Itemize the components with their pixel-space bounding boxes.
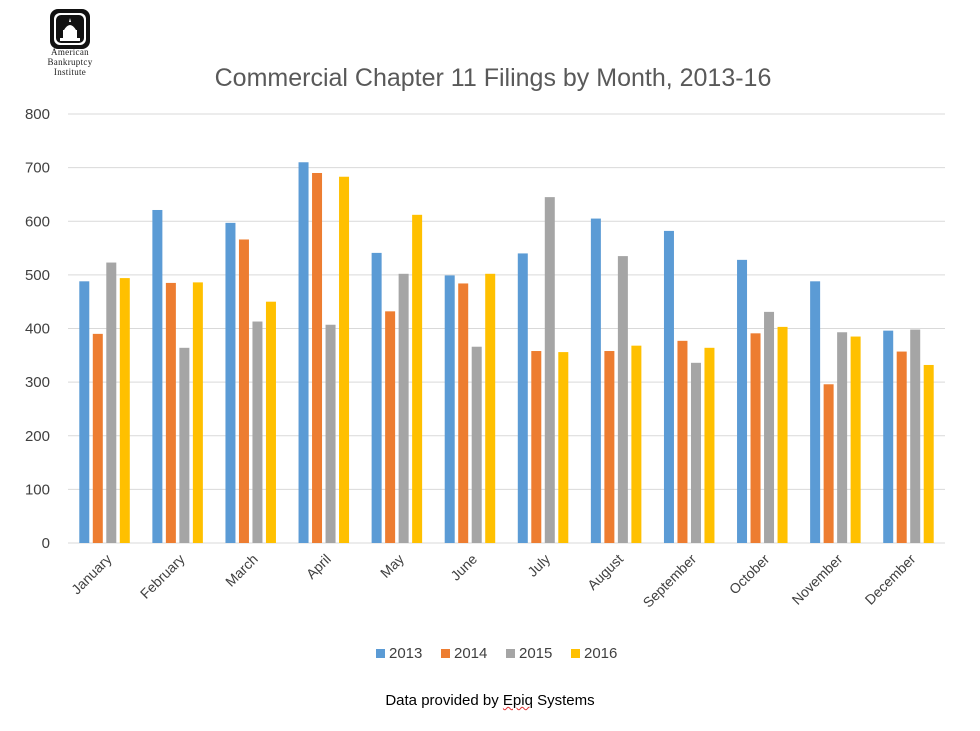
logo-text-line-2: Bankruptcy bbox=[47, 57, 93, 67]
bar-march-2016 bbox=[265, 301, 276, 543]
bar-october-2016 bbox=[777, 326, 788, 543]
legend-label-2016: 2016 bbox=[584, 645, 617, 662]
x-tick-label-june: June bbox=[447, 551, 480, 584]
x-tick-label-february: February bbox=[137, 551, 188, 602]
y-tick-label-100: 100 bbox=[25, 481, 50, 498]
bar-february-2013 bbox=[152, 209, 163, 543]
grid-layer: 0 100 200 300 400 500 600 700 800 bbox=[25, 106, 945, 552]
bars-layer bbox=[79, 162, 934, 544]
bar-august-2015 bbox=[617, 256, 628, 543]
legend-swatch-2013 bbox=[376, 649, 385, 658]
bar-february-2016 bbox=[192, 282, 203, 543]
bar-january-2014 bbox=[92, 333, 103, 543]
bar-october-2015 bbox=[764, 311, 775, 543]
bar-june-2015 bbox=[471, 346, 482, 543]
y-tick-label-500: 500 bbox=[25, 267, 50, 284]
bar-february-2014 bbox=[165, 282, 176, 543]
bar-december-2016 bbox=[923, 364, 934, 543]
bar-november-2013 bbox=[810, 281, 821, 543]
y-tick-label-700: 700 bbox=[25, 160, 50, 177]
bar-march-2015 bbox=[252, 321, 263, 543]
bar-september-2013 bbox=[663, 230, 674, 543]
chart-title: Commercial Chapter 11 Filings by Month, … bbox=[215, 64, 772, 92]
bar-july-2016 bbox=[558, 352, 569, 543]
x-tick-label-april: April bbox=[303, 551, 334, 582]
bar-october-2014 bbox=[750, 333, 761, 543]
y-tick-label-200: 200 bbox=[25, 428, 50, 445]
bar-september-2016 bbox=[704, 347, 715, 543]
bar-december-2015 bbox=[910, 329, 921, 543]
bar-august-2014 bbox=[604, 351, 615, 543]
bar-september-2014 bbox=[677, 340, 688, 543]
bar-june-2013 bbox=[444, 275, 455, 543]
legend: 2013 2014 2015 2016 bbox=[376, 645, 617, 662]
legend-label-2014: 2014 bbox=[454, 645, 487, 662]
y-tick-label-600: 600 bbox=[25, 213, 50, 230]
y-tick-label-0: 0 bbox=[42, 535, 50, 552]
bar-february-2015 bbox=[179, 347, 190, 543]
bar-july-2014 bbox=[531, 351, 542, 543]
bar-june-2014 bbox=[458, 283, 469, 543]
bar-chart: Commercial Chapter 11 Filings by Month, … bbox=[25, 64, 945, 662]
bar-march-2014 bbox=[238, 239, 249, 544]
bar-december-2014 bbox=[896, 351, 907, 543]
x-tick-label-september: September bbox=[640, 551, 700, 611]
data-source-brand: Epiq bbox=[502, 692, 533, 709]
bar-september-2015 bbox=[690, 362, 701, 543]
x-tick-label-august: August bbox=[584, 551, 626, 593]
bar-april-2015 bbox=[325, 324, 336, 543]
x-tick-label-november: November bbox=[789, 551, 846, 608]
bar-june-2016 bbox=[485, 273, 496, 543]
bar-april-2013 bbox=[298, 162, 309, 543]
bar-december-2013 bbox=[883, 330, 894, 543]
x-tick-label-december: December bbox=[862, 551, 919, 608]
bar-october-2013 bbox=[737, 259, 748, 543]
legend-swatch-2014 bbox=[441, 649, 450, 658]
y-tick-label-300: 300 bbox=[25, 374, 50, 391]
x-axis-labels: January February March April May June July Augu… bbox=[68, 551, 919, 611]
bar-may-2015 bbox=[398, 273, 409, 543]
bar-august-2013 bbox=[590, 218, 601, 543]
x-tick-label-october: October bbox=[726, 551, 773, 598]
bar-january-2016 bbox=[119, 278, 130, 543]
bar-november-2014 bbox=[823, 384, 834, 543]
bar-november-2016 bbox=[850, 336, 861, 543]
bar-november-2015 bbox=[837, 332, 848, 543]
x-tick-label-march: March bbox=[222, 551, 261, 590]
bar-may-2013 bbox=[371, 252, 382, 544]
bar-january-2013 bbox=[79, 281, 90, 543]
legend-label-2015: 2015 bbox=[519, 645, 552, 662]
x-tick-label-january: January bbox=[68, 551, 115, 598]
legend-swatch-2016 bbox=[571, 649, 580, 658]
legend-label-2013: 2013 bbox=[389, 645, 422, 662]
bar-march-2013 bbox=[225, 222, 236, 543]
data-source-prefix: Data provided by bbox=[385, 692, 503, 709]
legend-swatch-2015 bbox=[506, 649, 515, 658]
bar-may-2016 bbox=[412, 214, 423, 543]
y-tick-label-400: 400 bbox=[25, 321, 50, 338]
bar-may-2014 bbox=[385, 311, 396, 543]
bar-april-2016 bbox=[339, 176, 350, 543]
abi-logo bbox=[50, 9, 90, 49]
x-tick-label-may: May bbox=[377, 551, 407, 581]
data-source-suffix: Systems bbox=[532, 692, 595, 709]
x-tick-label-july: July bbox=[524, 551, 553, 580]
logo-text-line-1: American bbox=[51, 47, 89, 57]
bar-april-2014 bbox=[312, 172, 323, 544]
bar-july-2013 bbox=[517, 253, 528, 544]
bar-january-2015 bbox=[106, 262, 117, 543]
bar-july-2015 bbox=[544, 197, 555, 543]
logo-text-line-3: Institute bbox=[53, 67, 87, 77]
data-source-note: Data provided by Epiq Systems bbox=[0, 692, 980, 709]
bar-august-2016 bbox=[631, 345, 642, 543]
y-tick-label-800: 800 bbox=[25, 106, 50, 123]
